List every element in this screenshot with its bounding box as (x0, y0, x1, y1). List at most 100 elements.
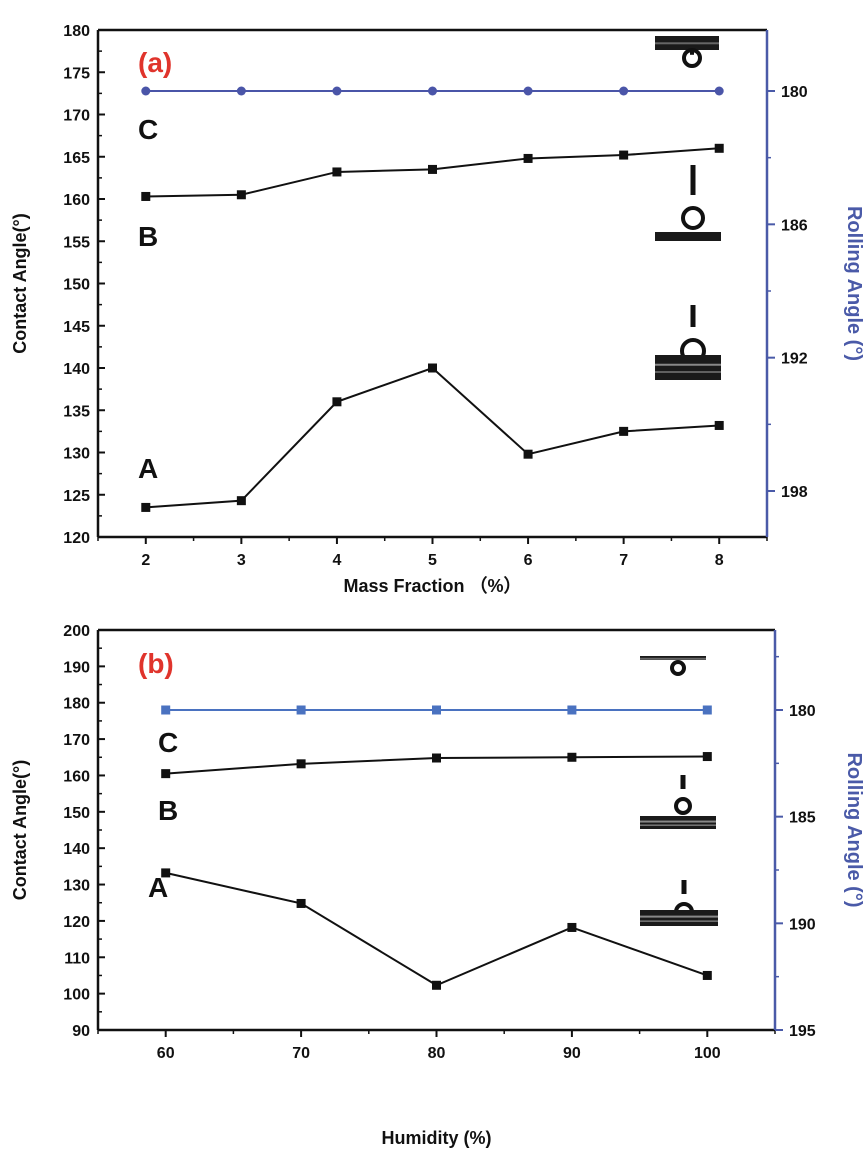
y2-tick-label: 195 (789, 1023, 816, 1040)
droplet-inset-image (640, 880, 718, 926)
droplet (674, 797, 692, 815)
y-tick-label: 190 (63, 659, 90, 676)
series-label: C (158, 727, 178, 758)
y-tick-label: 120 (63, 914, 90, 931)
y-tick-label: 160 (63, 768, 90, 785)
surface-bar (640, 910, 718, 926)
x-tick-label: 100 (694, 1045, 721, 1062)
needle (680, 775, 686, 789)
series-B: B (138, 143, 724, 252)
surface-highlight (640, 820, 716, 823)
x-tick-label: 4 (332, 552, 341, 569)
data-point (141, 191, 151, 201)
droplet (670, 660, 686, 676)
data-point (428, 164, 437, 174)
surface-highlight (640, 920, 718, 922)
y2-tick-label: 180 (781, 84, 808, 101)
series-B: B (158, 752, 712, 826)
y-tick-label: 100 (63, 987, 90, 1004)
y-tick-label: 130 (63, 446, 90, 463)
droplet-inset-image (640, 775, 716, 829)
y-tick-label: 120 (63, 530, 90, 547)
x-tick-label: 60 (157, 1045, 175, 1062)
series-label: B (158, 795, 178, 826)
surface-bar (655, 232, 721, 241)
series-label: A (138, 453, 158, 484)
y-axis-label: Contact Angle(°) (10, 760, 30, 901)
y2-axis-label: Rolling Angle (°) (843, 752, 864, 907)
data-point (236, 496, 246, 506)
data-point (432, 980, 441, 990)
series-A: A (148, 868, 712, 990)
x-tick-label: 7 (619, 552, 628, 569)
y-tick-label: 180 (63, 696, 90, 713)
needle (690, 305, 696, 327)
data-point (702, 970, 712, 980)
data-point (523, 153, 533, 163)
data-point (161, 769, 171, 779)
data-point (141, 86, 151, 96)
data-point (619, 86, 629, 96)
x-tick-label: 8 (715, 552, 724, 569)
droplet-inset-image (655, 305, 721, 380)
data-point (296, 898, 306, 908)
y-tick-label: 150 (63, 277, 90, 294)
surface-highlight (655, 371, 721, 373)
y-tick-label: 150 (63, 805, 90, 822)
surface-highlight (655, 363, 721, 366)
x-tick-label: 6 (524, 552, 533, 569)
series-A: A (138, 363, 724, 512)
data-point (432, 753, 441, 763)
x-tick-label: 80 (428, 1045, 446, 1062)
droplet (681, 206, 705, 230)
y-tick-label: 165 (63, 150, 90, 167)
data-point (161, 705, 171, 715)
y2-tick-label: 185 (789, 810, 816, 827)
y-tick-label: 110 (64, 950, 90, 967)
y-tick-label: 180 (63, 23, 90, 40)
data-point (332, 86, 342, 96)
series-line (145, 366, 720, 509)
x-tick-label: 2 (141, 552, 150, 569)
panel-label: (b) (138, 648, 174, 679)
surface-highlight (640, 657, 706, 660)
y-tick-label: 155 (63, 234, 90, 251)
series-C: C (158, 705, 712, 758)
droplet-inset-image (640, 656, 706, 676)
y-axis-label: Contact Angle(°) (10, 213, 30, 354)
data-point (296, 759, 306, 769)
data-point (702, 752, 712, 762)
data-point (236, 190, 246, 200)
y2-tick-label: 198 (781, 484, 808, 501)
data-point (332, 167, 342, 177)
needle (690, 50, 694, 55)
y-tick-label: 160 (63, 192, 90, 209)
data-point (523, 449, 533, 459)
chart-panel-b: 90 100 110 120 130 140 150 160 170 180 190 200 60 70 8… (10, 623, 864, 1148)
data-point (619, 150, 629, 160)
data-point (161, 868, 171, 878)
y-tick-label: 145 (63, 319, 90, 336)
y2-tick-label: 180 (789, 703, 816, 720)
data-point (714, 86, 724, 96)
surface-bar (655, 355, 721, 380)
y2-tick-label: 186 (781, 217, 808, 234)
needle (690, 165, 696, 195)
y2-axis-label: Rolling Angle (°) (843, 206, 864, 361)
series-line (165, 871, 708, 987)
x-tick-label: 90 (563, 1045, 581, 1062)
surface-highlight (655, 42, 719, 45)
x-tick-label: 5 (428, 552, 437, 569)
chart-panel-a: 120 125 130 135 140 145 150 155 160 165 170 175 180 2… (10, 23, 864, 596)
data-point (428, 86, 437, 96)
y-tick-label: 175 (63, 65, 90, 82)
y-tick-label: 135 (63, 403, 90, 420)
y-tick-label: 140 (63, 841, 90, 858)
y-tick-label: 170 (63, 732, 90, 749)
y2-tick-label: 190 (789, 916, 816, 933)
x-axis-label: Mass Fraction （%） (343, 576, 521, 596)
data-point (567, 922, 577, 932)
x-tick-label: 70 (292, 1045, 310, 1062)
data-point (523, 86, 533, 96)
